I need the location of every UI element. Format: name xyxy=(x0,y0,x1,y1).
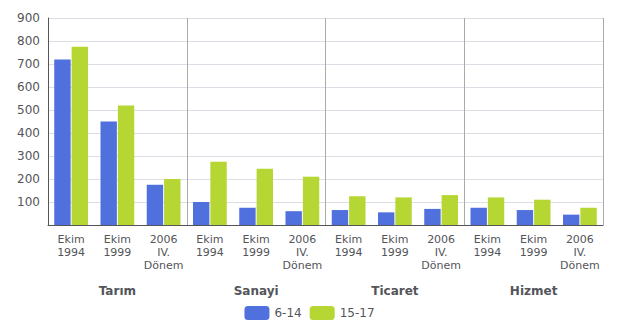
svg-text:2006: 2006 xyxy=(566,233,594,246)
svg-text:2006: 2006 xyxy=(150,233,178,246)
svg-text:800: 800 xyxy=(17,34,40,48)
svg-text:600: 600 xyxy=(17,80,40,94)
svg-text:Ekim: Ekim xyxy=(335,233,362,246)
svg-text:IV.: IV. xyxy=(296,246,309,259)
svg-text:1994: 1994 xyxy=(196,246,224,259)
svg-text:1994: 1994 xyxy=(473,246,501,259)
svg-text:Ekim: Ekim xyxy=(58,233,85,246)
svg-text:300: 300 xyxy=(17,149,40,163)
svg-text:2006: 2006 xyxy=(427,233,455,246)
svg-text:1994: 1994 xyxy=(335,246,363,259)
svg-text:Tarım: Tarım xyxy=(99,284,136,298)
svg-text:Ekim: Ekim xyxy=(243,233,270,246)
svg-text:700: 700 xyxy=(17,57,40,71)
svg-text:Sanayi: Sanayi xyxy=(234,284,279,298)
svg-text:6-14: 6-14 xyxy=(274,306,301,320)
svg-text:15-17: 15-17 xyxy=(340,306,375,320)
svg-text:200: 200 xyxy=(17,172,40,186)
svg-text:1999: 1999 xyxy=(381,246,409,259)
svg-text:Dönem: Dönem xyxy=(144,259,184,272)
svg-text:Dönem: Dönem xyxy=(283,259,323,272)
svg-text:900: 900 xyxy=(17,11,40,25)
svg-text:Dönem: Dönem xyxy=(560,259,600,272)
svg-text:Ekim: Ekim xyxy=(520,233,547,246)
svg-text:Ekim: Ekim xyxy=(104,233,131,246)
svg-text:Ticaret: Ticaret xyxy=(371,284,419,298)
svg-text:1994: 1994 xyxy=(57,246,85,259)
svg-text:Ekim: Ekim xyxy=(474,233,501,246)
svg-text:Dönem: Dönem xyxy=(421,259,461,272)
svg-text:Hizmet: Hizmet xyxy=(510,284,558,298)
svg-text:1999: 1999 xyxy=(103,246,131,259)
svg-text:1999: 1999 xyxy=(242,246,270,259)
svg-text:IV.: IV. xyxy=(435,246,448,259)
svg-text:2006: 2006 xyxy=(288,233,316,246)
svg-text:IV.: IV. xyxy=(157,246,170,259)
svg-text:1999: 1999 xyxy=(520,246,548,259)
svg-text:400: 400 xyxy=(17,126,40,140)
svg-text:IV.: IV. xyxy=(573,246,586,259)
svg-text:100: 100 xyxy=(17,195,40,209)
svg-text:Ekim: Ekim xyxy=(196,233,223,246)
svg-text:500: 500 xyxy=(17,103,40,117)
svg-text:Ekim: Ekim xyxy=(381,233,408,246)
